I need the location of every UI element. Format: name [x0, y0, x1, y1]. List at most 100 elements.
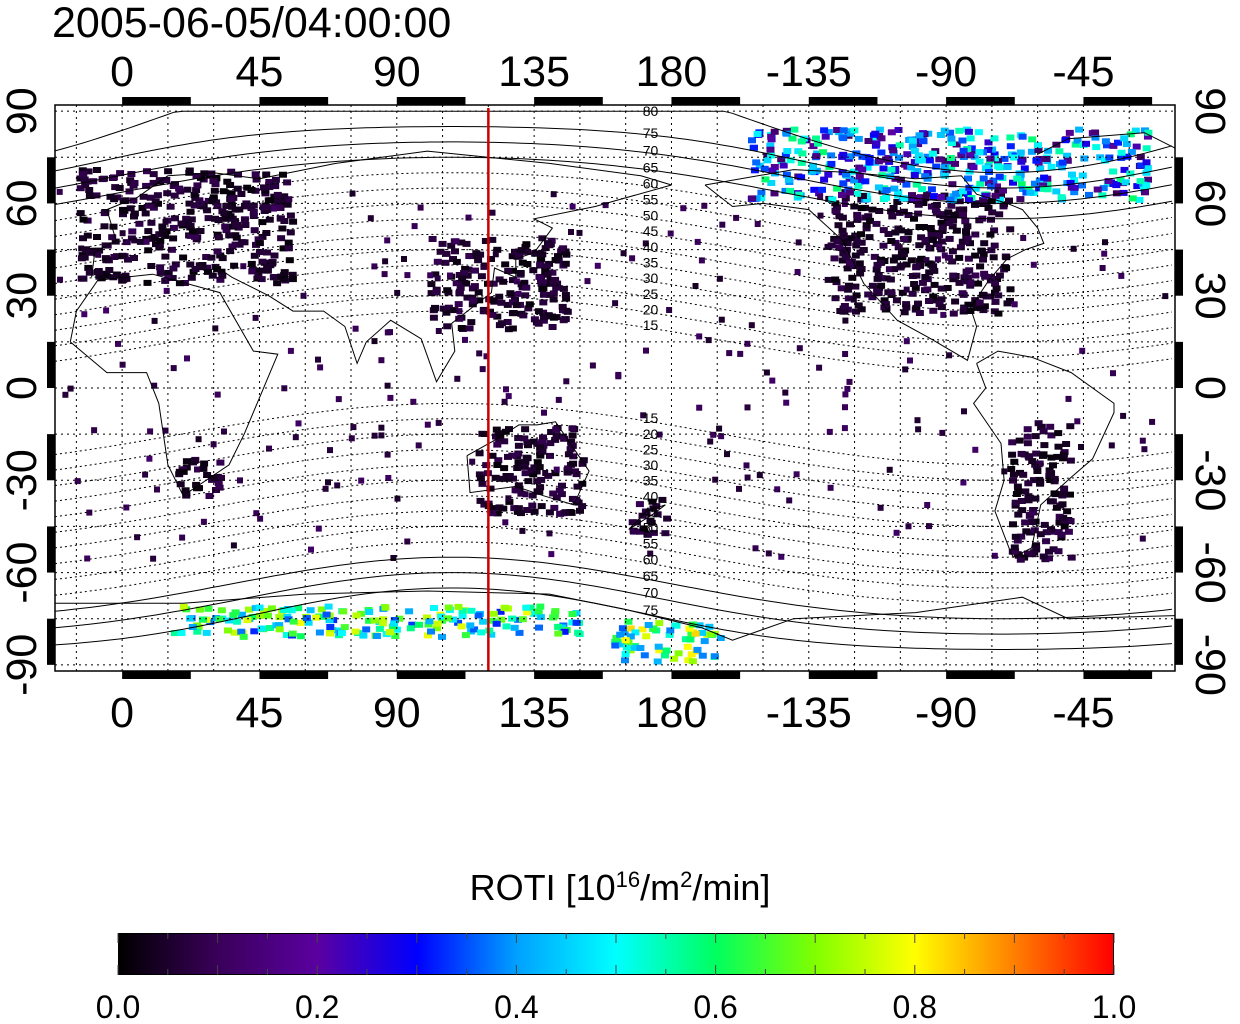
roti-cell	[1073, 137, 1082, 144]
roti-cell	[252, 314, 259, 321]
roti-cell	[568, 619, 577, 626]
roti-cell	[670, 655, 679, 662]
lat-tick-label-left: 0	[0, 376, 46, 400]
roti-cell	[284, 616, 293, 623]
roti-cell	[143, 168, 151, 175]
roti-cell	[839, 308, 848, 315]
roti-cell	[190, 202, 199, 209]
roti-cell	[179, 468, 188, 475]
roti-cell	[125, 188, 134, 195]
roti-cell	[996, 196, 1004, 203]
roti-cell	[882, 187, 891, 194]
roti-cell	[438, 633, 446, 640]
roti-cell	[952, 141, 961, 148]
roti-cell	[352, 325, 359, 332]
roti-cell	[665, 631, 674, 638]
roti-cell	[462, 240, 471, 247]
roti-cell	[907, 257, 916, 264]
roti-cell	[1116, 177, 1125, 183]
magnetic-latitude-label: 40	[643, 488, 659, 504]
roti-cell	[175, 280, 184, 287]
roti-cell	[1011, 533, 1020, 540]
roti-cell	[209, 178, 218, 185]
roti-cell	[1024, 186, 1033, 193]
roti-cell	[1013, 175, 1022, 182]
roti-cell	[535, 464, 544, 471]
roti-cell	[924, 260, 933, 267]
roti-cell	[748, 322, 755, 329]
roti-cell	[493, 313, 502, 320]
roti-cell	[1017, 533, 1026, 540]
roti-cell	[453, 238, 460, 245]
roti-cell	[517, 510, 525, 517]
roti-cell	[941, 157, 950, 164]
roti-cell	[262, 171, 271, 178]
roti-cell	[744, 404, 751, 411]
roti-cell	[561, 260, 570, 267]
roti-cell	[1028, 551, 1037, 558]
roti-cell	[680, 205, 687, 212]
roti-cell	[992, 285, 1001, 292]
roti-cell	[142, 182, 151, 189]
roti-cell	[1057, 194, 1066, 201]
roti-cell	[877, 149, 886, 156]
roti-cell	[169, 224, 178, 231]
roti-cell	[979, 175, 988, 182]
roti-cell	[1021, 488, 1030, 495]
roti-cell	[870, 253, 879, 260]
roti-cell	[852, 292, 861, 299]
roti-cell	[923, 153, 932, 160]
roti-cell	[542, 263, 551, 270]
roti-cell	[977, 247, 986, 254]
roti-cell	[1063, 157, 1072, 164]
roti-cell	[999, 187, 1007, 194]
roti-cell	[435, 419, 442, 426]
roti-cell	[149, 179, 158, 186]
roti-cell	[827, 242, 836, 249]
roti-cell	[181, 487, 190, 494]
roti-cell	[958, 137, 967, 144]
roti-cell	[261, 187, 270, 194]
roti-cell	[562, 295, 571, 302]
roti-cell	[115, 185, 124, 191]
roti-cell	[937, 219, 946, 226]
roti-cell	[427, 290, 436, 297]
roti-cell	[1049, 462, 1057, 469]
roti-cell	[1018, 133, 1027, 140]
roti-cell	[493, 510, 502, 517]
roti-cell	[475, 297, 484, 304]
roti-cell	[120, 207, 129, 214]
roti-cell	[1136, 178, 1145, 185]
roti-cell	[1017, 498, 1026, 504]
roti-cell	[306, 607, 315, 614]
roti-cell	[655, 620, 664, 627]
roti-cell	[255, 267, 264, 274]
roti-cell	[681, 636, 690, 643]
roti-cell	[930, 281, 939, 288]
roti-cell	[937, 194, 945, 201]
roti-cell	[285, 257, 294, 264]
roti-cell	[492, 251, 499, 258]
roti-cell	[778, 553, 785, 560]
roti-cell	[1062, 441, 1071, 447]
roti-cell	[541, 409, 547, 416]
roti-cell	[444, 304, 453, 311]
roti-cell	[548, 324, 557, 330]
roti-cell	[973, 304, 982, 311]
roti-cell	[1047, 526, 1055, 533]
roti-cell	[288, 276, 297, 283]
roti-cell	[948, 223, 957, 230]
roti-cell	[427, 272, 434, 279]
roti-cell	[433, 620, 442, 627]
roti-cell	[816, 364, 823, 371]
roti-cell	[891, 239, 900, 246]
roti-cell	[891, 254, 900, 261]
roti-cell	[488, 510, 497, 517]
roti-cell	[325, 479, 331, 486]
roti-cell	[578, 480, 587, 487]
roti-cell	[796, 345, 803, 352]
roti-cell	[381, 271, 388, 278]
roti-cell	[537, 503, 546, 510]
roti-cell	[292, 434, 299, 441]
roti-cell	[887, 129, 896, 136]
